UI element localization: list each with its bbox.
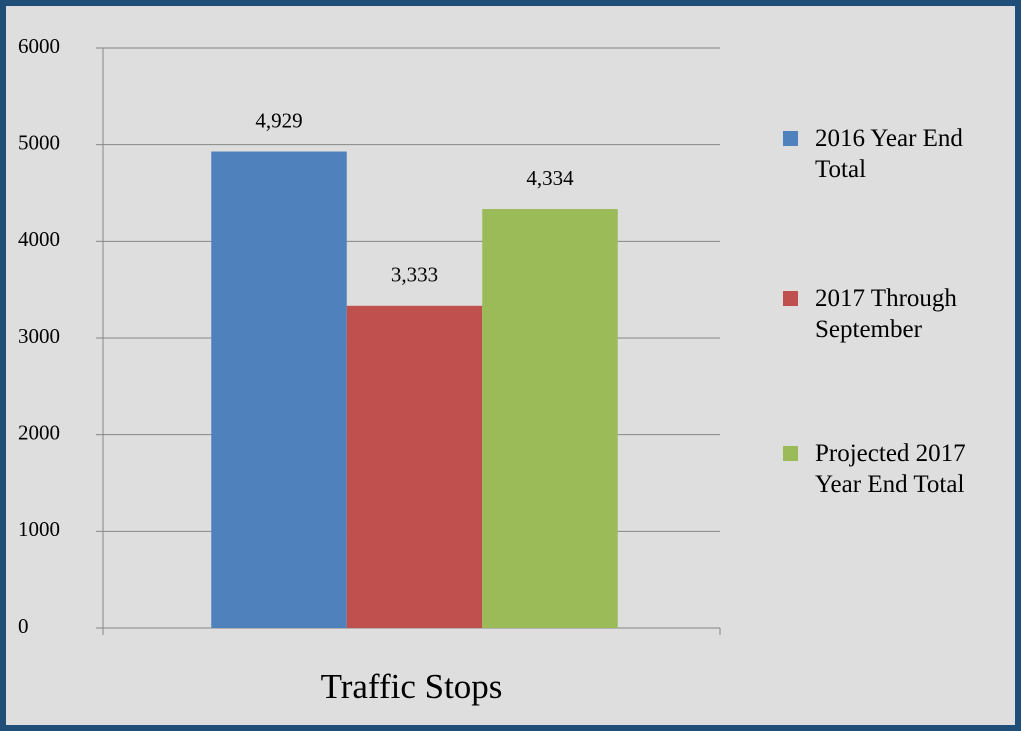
bar xyxy=(346,305,483,628)
value-label: 4,334 xyxy=(526,166,574,190)
value-label: 3,333 xyxy=(391,263,438,287)
y-tick-label: 5000 xyxy=(18,130,60,154)
bar xyxy=(482,209,618,628)
y-tick-label: 0 xyxy=(18,614,29,638)
legend-swatch xyxy=(783,291,798,306)
x-tick-label: Traffic Stops xyxy=(321,667,503,706)
y-tick-label: 6000 xyxy=(18,34,60,58)
legend-swatch xyxy=(783,446,798,461)
y-tick-label: 4000 xyxy=(18,227,60,251)
y-tick-label: 2000 xyxy=(18,420,60,444)
legend-label: 2017 Through September xyxy=(815,285,957,343)
y-tick-label: 3000 xyxy=(18,324,60,348)
bar xyxy=(211,151,347,628)
legend-swatch xyxy=(783,131,798,146)
legend-label: 2016 Year End Total xyxy=(815,125,963,183)
value-label: 4,929 xyxy=(255,108,302,132)
y-tick-label: 1000 xyxy=(18,517,60,541)
legend-label: Projected 2017 Year End Total xyxy=(815,440,966,498)
